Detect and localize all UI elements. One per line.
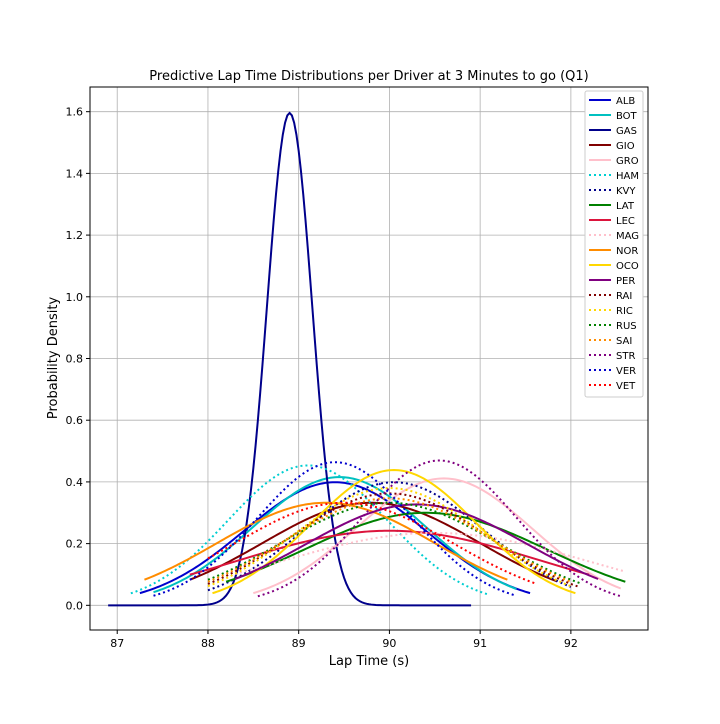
y-tick-label: 0.8 [66, 353, 84, 366]
y-tick-label: 1.4 [66, 167, 84, 180]
y-tick-label: 1.2 [66, 229, 84, 242]
series-line-lat [225, 511, 626, 583]
legend-box [584, 90, 644, 398]
legend-label-gio: GIO [616, 141, 635, 152]
series-line-bot [153, 476, 517, 594]
legend-label-bot: BOT [616, 111, 638, 122]
series-line-sai [207, 497, 572, 583]
series-line-rai [207, 492, 581, 589]
series-line-oco [212, 469, 576, 595]
y-ticks: 0.0 0.2 0.4 0.6 0.8 1.0 1.2 1.4 1.6 [66, 106, 90, 612]
y-tick-label: 1.0 [66, 291, 84, 304]
series-line-gio [189, 501, 558, 583]
chart-title: Predictive Lap Time Distributions per Dr… [149, 69, 588, 84]
y-tick-label: 0.0 [66, 599, 84, 612]
x-tick-label: 91 [473, 637, 487, 650]
legend-label-lec: LEC [616, 216, 635, 227]
series-line-alb [139, 481, 531, 595]
legend-label-lat: LAT [616, 201, 635, 212]
y-tick-label: 0.2 [66, 538, 84, 551]
series-line-per [234, 503, 599, 580]
legend-label-sai: SAI [616, 336, 632, 347]
legend-label-kvy: KVY [616, 186, 636, 197]
legend-label-rus: RUS [616, 321, 637, 332]
series-line-vet [207, 501, 535, 585]
y-tick-label: 0.6 [66, 414, 84, 427]
legend-label-vet: VET [616, 381, 636, 392]
y-axis-label: Probability Density [46, 297, 61, 420]
x-axis-label: Lap Time (s) [329, 654, 409, 669]
grid [90, 87, 648, 630]
legend-label-mag: MAG [616, 231, 639, 242]
legend-label-alb: ALB [616, 96, 635, 107]
series-line-str [257, 459, 622, 598]
x-tick-label: 89 [292, 637, 306, 650]
legend-label-oco: OCO [616, 261, 639, 272]
y-tick-label: 0.4 [66, 476, 84, 489]
x-tick-label: 92 [564, 637, 578, 650]
x-tick-label: 90 [382, 637, 396, 650]
legend-label-per: PER [616, 276, 635, 287]
y-tick-label: 1.6 [66, 106, 84, 119]
x-ticks: 87 88 89 90 91 92 [110, 630, 578, 650]
legend-label-nor: NOR [616, 246, 638, 257]
series-line-gas [108, 111, 472, 607]
legend-label-ham: HAM [616, 171, 639, 182]
x-tick-label: 88 [201, 637, 215, 650]
series-line-ver [153, 461, 517, 597]
legend-label-ric: RIC [616, 306, 633, 317]
legend: ALB BOT GAS GIO GRO HAM KVY LAT LEC MAG NOR OCO PER R… [584, 90, 644, 398]
series-line-nor [144, 501, 508, 581]
series-line-gro [253, 477, 622, 595]
legend-label-ver: VER [616, 366, 636, 377]
legend-label-str: STR [616, 351, 635, 362]
x-tick-label: 87 [110, 637, 124, 650]
series-line-lec [189, 529, 590, 576]
legend-label-rai: RAI [616, 291, 632, 302]
series-lines [108, 111, 626, 607]
legend-label-gas: GAS [616, 126, 637, 137]
legend-label-gro: GRO [616, 156, 639, 167]
